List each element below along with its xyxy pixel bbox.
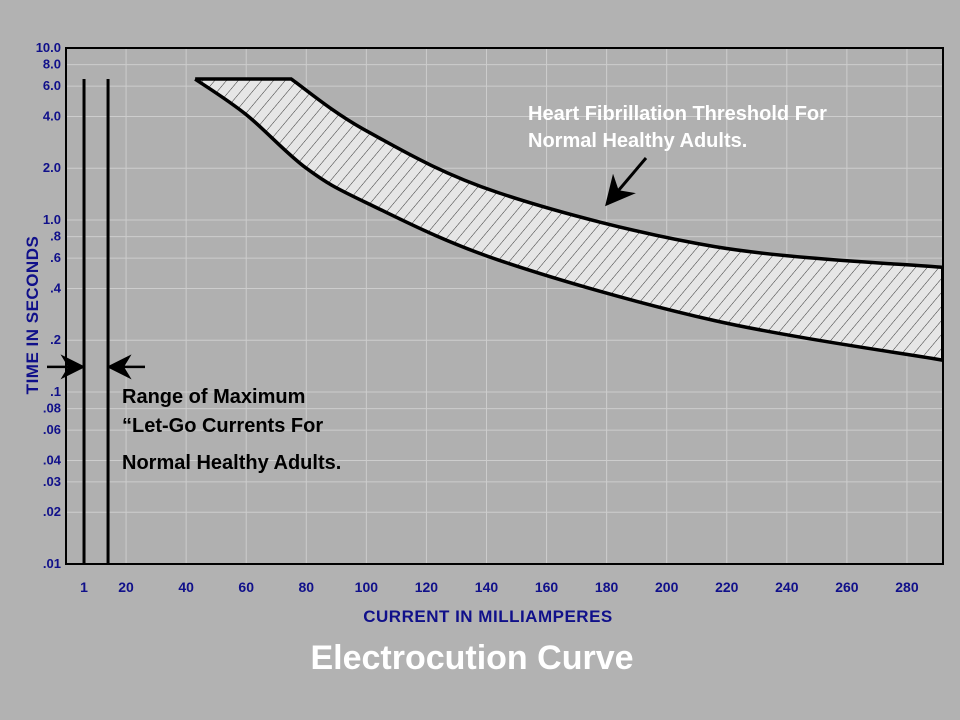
y-tick-label: 2.0: [43, 160, 61, 175]
let-go-annotation-line-3: Normal Healthy Adults.: [122, 452, 341, 474]
y-tick-label: 8.0: [43, 57, 61, 72]
y-tick-label: .4: [50, 280, 62, 295]
lower-threshold-curve: [194, 77, 944, 362]
y-tick-label: .03: [43, 474, 61, 489]
band-fill: [195, 79, 943, 361]
x-tick-label: 240: [775, 579, 799, 595]
y-tick-label: .02: [43, 504, 61, 519]
let-go-annotation-line-2: “Let-Go Currents For: [122, 415, 323, 437]
y-tick-label: 6.0: [43, 78, 61, 93]
x-tick-label: 280: [895, 579, 919, 595]
y-tick-label: .1: [50, 384, 61, 399]
y-axis-label: TIME IN SECONDS: [23, 236, 42, 395]
x-tick-label: 180: [595, 579, 619, 595]
x-tick-label: 80: [298, 579, 314, 595]
fibrillation-arrow: [605, 157, 648, 207]
fibrillation-annotation-line-2: Normal Healthy Adults.: [528, 130, 747, 152]
fibrillation-annotation-line-1: Heart Fibrillation Threshold For: [528, 103, 827, 125]
x-tick-label: 220: [715, 579, 739, 595]
x-tick-label: 20: [118, 579, 134, 595]
x-tick-label: 60: [238, 579, 254, 595]
x-tick-label: 200: [655, 579, 679, 595]
x-axis-label: CURRENT IN MILLIAMPERES: [363, 607, 613, 626]
x-tick-label: 100: [355, 579, 379, 595]
x-tick-label: 40: [178, 579, 194, 595]
y-tick-label: .08: [43, 401, 61, 416]
plot-frame: [65, 47, 944, 565]
fibrillation-band: [194, 77, 944, 362]
y-tick-label: 4.0: [43, 108, 61, 123]
let-go-annotation-line-1: Range of Maximum: [122, 386, 305, 408]
y-tick-label: 1.0: [43, 212, 61, 227]
y-tick-label: .8: [50, 229, 61, 244]
let-go-lines: [47, 79, 145, 564]
y-tick-label: .06: [43, 422, 61, 437]
x-tick-label: 260: [835, 579, 859, 595]
x-tick-label: 140: [475, 579, 499, 595]
y-tick-label: 10.0: [36, 40, 61, 55]
x-tick-label: 120: [415, 579, 439, 595]
x-tick-label: 160: [535, 579, 559, 595]
y-tick-label: .01: [43, 556, 61, 571]
y-tick-label: .6: [50, 250, 61, 265]
y-tick-label: .04: [43, 452, 62, 467]
x-tick-label: 1: [80, 579, 88, 595]
upper-threshold-curve: [195, 77, 944, 270]
y-tick-label: .2: [50, 332, 61, 347]
y-tick-labels: 10.0 8.0 6.0 4.0 2.0 1.0 .8 .6 .4 .2 .1 .08 .06 .04 .0…: [36, 40, 62, 571]
x-tick-labels: 1 20 40 60 80 100 120 140 160 180 200 220 240 260 280: [80, 579, 919, 595]
chart-title: Electrocution Curve: [310, 639, 633, 677]
